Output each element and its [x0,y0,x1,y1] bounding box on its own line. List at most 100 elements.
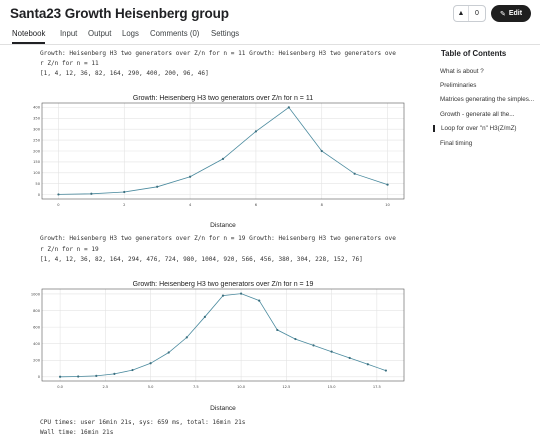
x-tick-label: 10 [385,203,390,207]
data-point [366,363,369,366]
toc-item-loop[interactable]: Loop for over "n" H3(Z/mZ) [433,125,517,132]
chart-title: Growth: Heisenberg H3 two generators ove… [133,95,313,102]
y-tick-label: 400 [33,342,41,346]
data-point [188,175,192,178]
chart-svg: Growth: Heisenberg H3 two generators ove… [31,281,405,412]
toc-item-final-timing[interactable]: Final timing [440,140,473,147]
cell-output-text: [1, 4, 12, 36, 82, 164, 290, 400, 200, 9… [40,70,209,77]
toc-title: Table of Contents [441,49,507,58]
x-tick-label: 7.5 [193,385,199,389]
page-title: Santa23 Growth Heisenberg group [10,6,229,21]
data-point [240,292,243,295]
series-line [60,293,387,378]
data-point [384,369,387,372]
edit-button-label: Edit [508,10,523,17]
toc-item-preliminaries[interactable]: Preliminaries [440,82,477,89]
edit-button[interactable]: ✎ Edit [491,5,531,22]
data-point [203,315,206,318]
y-tick-label: 200 [33,359,41,363]
y-tick-label: 600 [33,325,41,329]
cell-output-text: r Z/n for n = 19 [40,246,99,253]
data-point [320,149,323,153]
data-point [131,368,134,372]
y-tick-label: 1000 [31,292,41,296]
plot-frame [41,288,405,382]
data-point [59,375,62,378]
tab-comments[interactable]: Comments (0) [150,29,200,38]
y-tick-label: 200 [33,149,41,153]
y-tick-label: 250 [33,138,41,142]
data-point [254,130,258,133]
cell-output-text: r Z/n for n = 11 [40,60,99,67]
y-tick-label: 400 [33,106,41,110]
toc-item-growth[interactable]: Growth - generate all the... [440,111,515,118]
x-tick-label: 10.0 [237,385,246,389]
y-tick-label: 300 [33,127,41,131]
data-point [386,183,389,186]
chart-svg: Growth: Heisenberg H3 two generators ove… [33,95,405,229]
y-tick-label: 0 [38,193,41,197]
tab-settings[interactable]: Settings [211,29,240,38]
x-tick-label: 12.5 [282,385,290,389]
notebook-tabs: Notebook Input Output Logs Comments (0) … [0,27,540,45]
tab-notebook[interactable]: Notebook [12,29,46,44]
data-point [167,351,170,354]
pencil-icon: ✎ [499,10,506,18]
x-tick-label: 8 [321,203,324,207]
data-point [221,294,225,297]
y-tick-label: 0 [38,375,41,379]
x-tick-label: 2.5 [102,385,108,389]
data-point [348,356,351,360]
data-point [276,328,279,332]
plot-frame [41,102,405,200]
data-point [287,106,290,109]
upvote-control[interactable]: ▲ 0 [453,5,486,22]
data-point [294,337,297,341]
growth-chart-n19: Growth: Heisenberg H3 two generators ove… [30,281,420,413]
data-point [221,157,225,160]
tab-output[interactable]: Output [88,29,112,38]
x-tick-label: 15.0 [328,385,337,389]
cell-output-text: [1, 4, 12, 36, 82, 164, 294, 476, 724, 9… [40,256,363,263]
notebook-content: Growth: Heisenberg H3 two generators ove… [0,45,425,442]
cpu-times-text: CPU times: user 16min 21s, sys: 659 ms, … [40,419,246,426]
x-tick-label: 5.0 [148,385,154,389]
tab-input[interactable]: Input [60,29,78,38]
x-axis-label: Distance [210,222,236,229]
growth-chart-n11: Growth: Heisenberg H3 two generators ove… [30,95,420,230]
data-point [113,372,116,375]
y-tick-label: 50 [35,182,40,186]
y-tick-label: 150 [33,160,41,164]
cell-output-text: Growth: Heisenberg H3 two generators ove… [40,235,396,242]
data-point [258,299,261,302]
data-point [149,362,152,365]
x-tick-label: 0 [57,203,60,207]
wall-time-text: Wall time: 16min 21s [40,429,114,436]
x-tick-label: 2 [123,203,125,207]
data-point [95,374,98,377]
y-tick-label: 350 [33,117,41,121]
x-tick-label: 6 [255,203,258,207]
upvote-icon[interactable]: ▲ [457,10,465,17]
chart-title: Growth: Heisenberg H3 two generators ove… [133,281,314,288]
data-point [185,336,188,339]
y-tick-label: 100 [33,171,41,175]
toc-item-what-is-about[interactable]: What is about ? [440,68,484,75]
data-point [330,350,333,353]
x-axis-label: Distance [210,405,236,412]
data-point [123,190,126,194]
data-point [353,172,356,175]
data-point [312,344,315,347]
toc-item-matrices[interactable]: Matrices generating the simples... [440,96,535,103]
x-tick-label: 17.5 [373,385,381,389]
data-point [57,193,60,196]
cell-output-text: Growth: Heisenberg H3 two generators ove… [40,50,396,57]
tab-logs[interactable]: Logs [122,29,139,38]
y-tick-label: 800 [33,309,41,313]
data-point [77,375,80,378]
x-tick-label: 0.0 [57,385,63,389]
vote-count: 0 [468,6,485,21]
data-point [156,185,159,188]
data-point [90,192,93,195]
x-tick-label: 4 [189,203,192,207]
